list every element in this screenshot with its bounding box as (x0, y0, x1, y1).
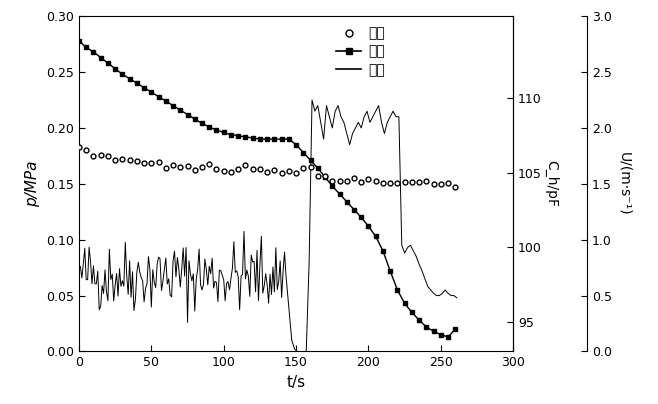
Y-axis label: U/(m·s⁻¹): U/(m·s⁻¹) (617, 152, 632, 216)
X-axis label: t/s: t/s (286, 375, 306, 390)
Legend: 压力, 电容, 流速: 压力, 电容, 流速 (336, 26, 385, 77)
Y-axis label: C_h/pF: C_h/pF (545, 160, 559, 207)
Y-axis label: p/MPa: p/MPa (26, 160, 41, 207)
